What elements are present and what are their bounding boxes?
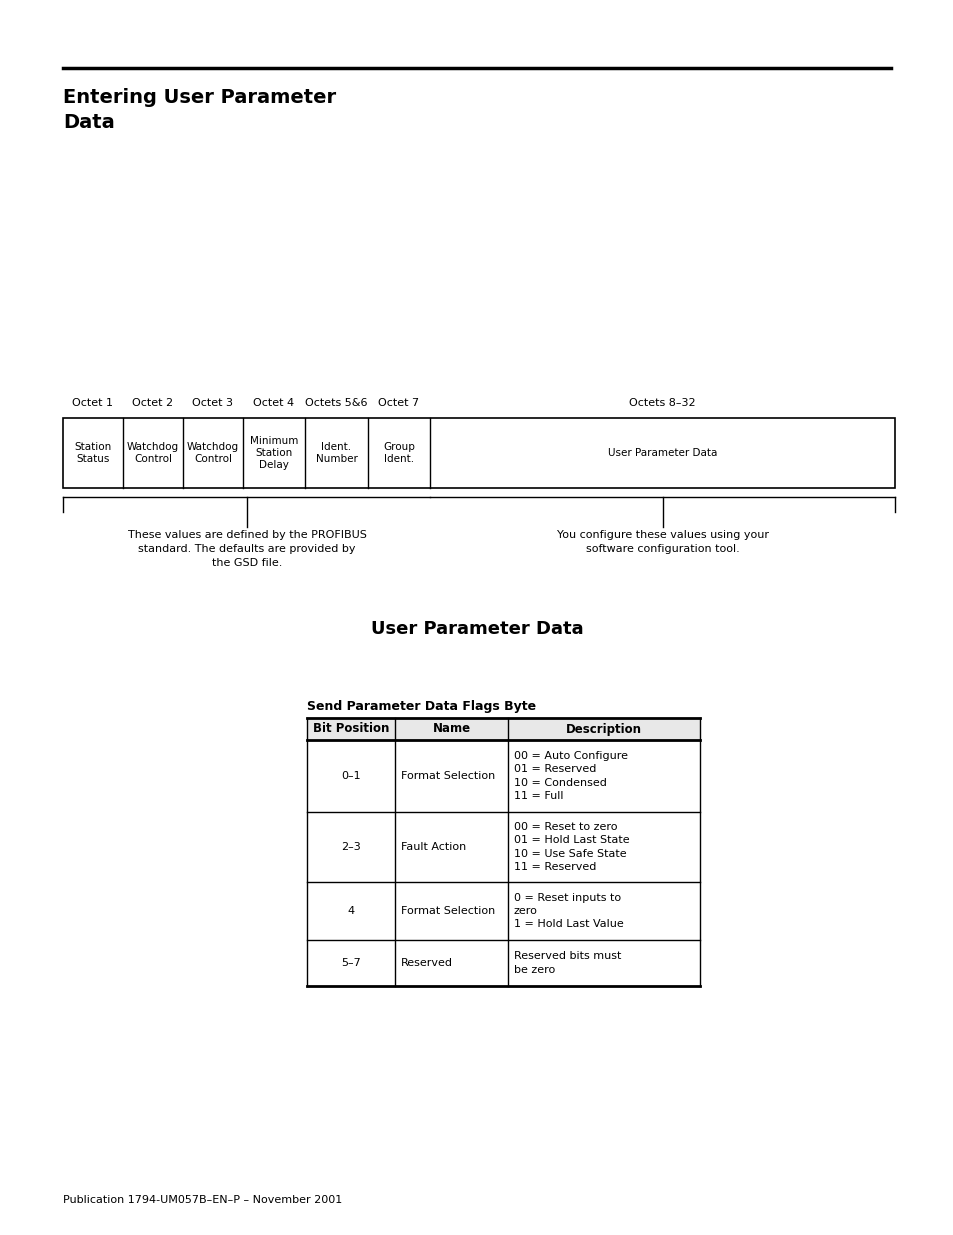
Text: User Parameter Data: User Parameter Data	[607, 448, 717, 458]
Text: Reserved: Reserved	[400, 958, 453, 968]
Text: 5–7: 5–7	[341, 958, 360, 968]
Text: Minimum
Station
Delay: Minimum Station Delay	[250, 436, 298, 471]
Text: Description: Description	[565, 722, 641, 736]
Text: Watchdog
Control: Watchdog Control	[187, 442, 239, 464]
Text: Entering User Parameter
Data: Entering User Parameter Data	[63, 88, 335, 132]
Text: Station
Status: Station Status	[74, 442, 112, 464]
Text: Octet 2: Octet 2	[132, 398, 173, 408]
Text: Octet 1: Octet 1	[72, 398, 113, 408]
Text: Format Selection: Format Selection	[400, 771, 495, 781]
Text: Octet 7: Octet 7	[378, 398, 419, 408]
Text: Reserved bits must
be zero: Reserved bits must be zero	[514, 951, 620, 974]
Text: These values are defined by the PROFIBUS
standard. The defaults are provided by
: These values are defined by the PROFIBUS…	[128, 530, 366, 568]
Text: Octet 4: Octet 4	[253, 398, 294, 408]
Text: Octets 8–32: Octets 8–32	[629, 398, 695, 408]
Text: 00 = Auto Configure
01 = Reserved
10 = Condensed
11 = Full: 00 = Auto Configure 01 = Reserved 10 = C…	[514, 751, 627, 800]
Text: Send Parameter Data Flags Byte: Send Parameter Data Flags Byte	[307, 700, 536, 713]
Text: Name: Name	[432, 722, 470, 736]
Text: 0 = Reset inputs to
zero
1 = Hold Last Value: 0 = Reset inputs to zero 1 = Hold Last V…	[514, 893, 623, 929]
Text: Format Selection: Format Selection	[400, 906, 495, 916]
Text: Watchdog
Control: Watchdog Control	[127, 442, 179, 464]
Bar	[63, 417, 894, 488]
Text: Publication 1794-UM057B–EN–P – November 2001: Publication 1794-UM057B–EN–P – November …	[63, 1195, 342, 1205]
Text: Octets 5&6: Octets 5&6	[305, 398, 367, 408]
Text: You configure these values using your
software configuration tool.: You configure these values using your so…	[557, 530, 768, 555]
Text: 0–1: 0–1	[341, 771, 360, 781]
Text: User Parameter Data: User Parameter Data	[371, 620, 582, 638]
Text: Octet 3: Octet 3	[193, 398, 233, 408]
Bar	[307, 718, 700, 740]
Text: Fault Action: Fault Action	[400, 842, 466, 852]
Text: Bit Position: Bit Position	[313, 722, 389, 736]
Text: 4: 4	[347, 906, 355, 916]
Text: Group
Ident.: Group Ident.	[383, 442, 415, 464]
Text: 2–3: 2–3	[341, 842, 360, 852]
Text: 00 = Reset to zero
01 = Hold Last State
10 = Use Safe State
11 = Reserved: 00 = Reset to zero 01 = Hold Last State …	[514, 823, 629, 872]
Text: Ident.
Number: Ident. Number	[315, 442, 357, 464]
